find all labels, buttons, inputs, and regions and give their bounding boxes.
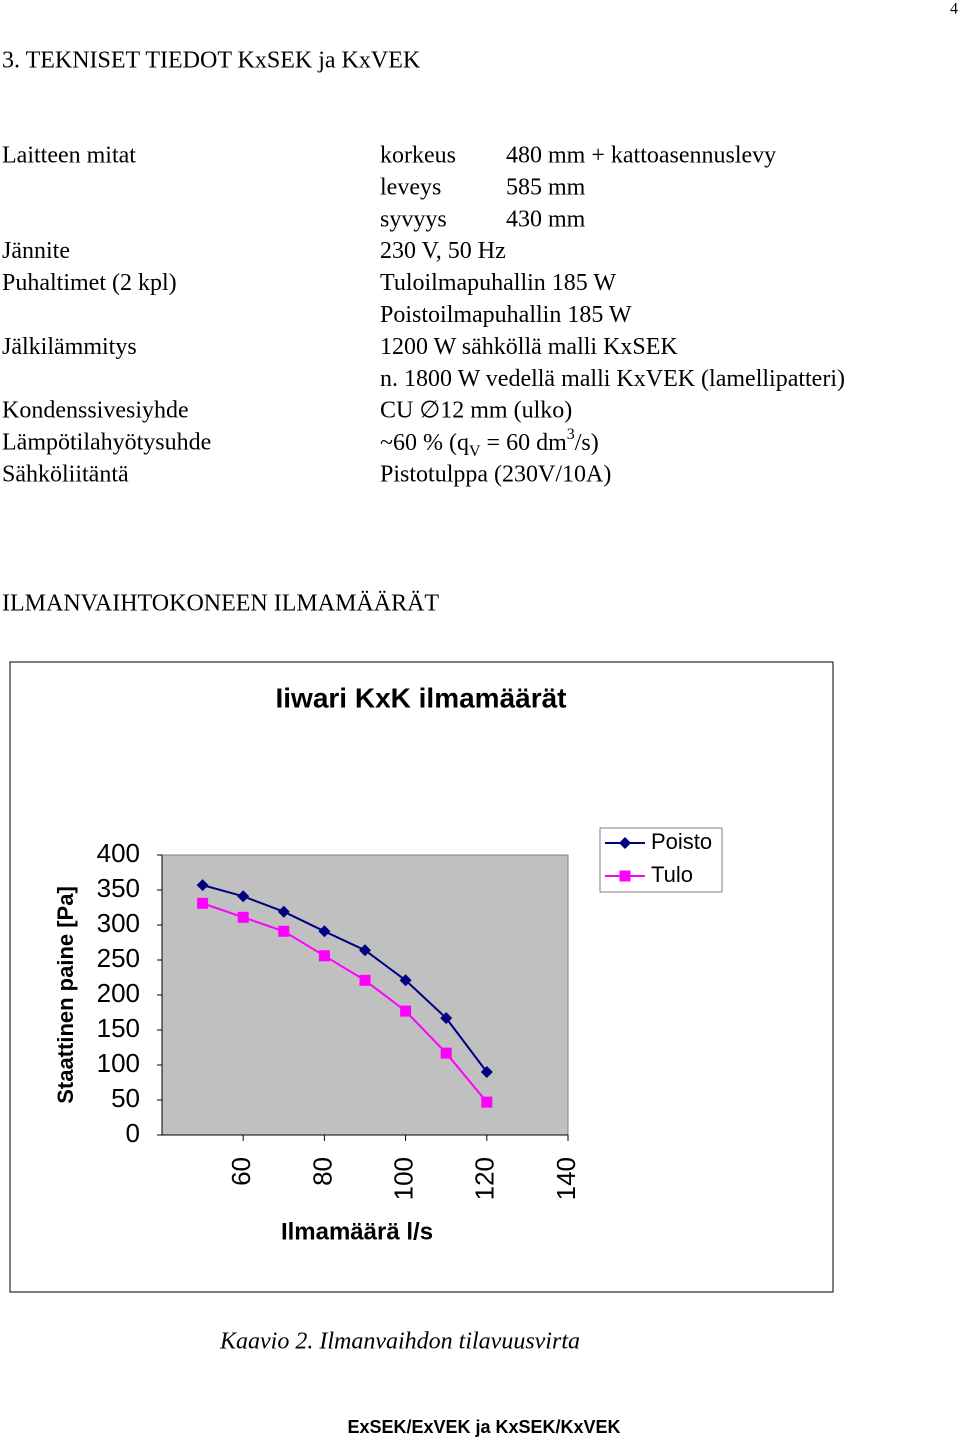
marker — [318, 950, 330, 962]
spec-value: n. 1800 W vedellä malli KxVEK (lamellipa… — [380, 366, 845, 392]
section-title: 3. TEKNISET TIEDOT KxSEK ja KxVEK — [2, 48, 421, 74]
spec-label: Sähköliitäntä — [2, 462, 129, 488]
plot-area — [161, 854, 569, 1136]
chart-heading: ILMANVAIHTOKONEEN ILMAMÄÄRÄT — [2, 591, 439, 617]
spec-value: CU ∅12 mm (ulko) — [380, 398, 572, 424]
spec-value: 480 mm + kattoasennuslevy — [506, 143, 776, 169]
y-tick-label: 350 — [97, 873, 140, 903]
page-number: 4 — [950, 1, 958, 18]
y-axis-label: Staattinen paine [Pa] — [53, 886, 78, 1104]
y-tick-label: 200 — [97, 978, 140, 1008]
value-part: /s) — [575, 430, 599, 456]
value-part: 3 — [567, 426, 575, 443]
marker — [196, 879, 209, 892]
x-tick-label: 140 — [551, 1157, 581, 1200]
spec-label: Jännite — [2, 238, 70, 264]
marker — [237, 911, 249, 923]
footer: ExSEK/ExVEK ja KxSEK/KxVEK — [347, 1417, 620, 1437]
value-part: V — [469, 443, 481, 460]
y-tick-label: 50 — [111, 1083, 140, 1113]
marker — [619, 870, 631, 882]
spec-label: Laitteen mitat — [2, 143, 136, 169]
spec-value: Poistoilmapuhallin 185 W — [380, 302, 632, 328]
spec-value: 585 mm — [506, 174, 586, 200]
x-tick-label: 80 — [307, 1157, 337, 1186]
y-tick-label: 250 — [97, 943, 140, 973]
spec-value: 230 V, 50 Hz — [380, 238, 506, 264]
marker — [440, 1047, 452, 1059]
spec-value: Tuloilmapuhallin 185 W — [380, 270, 616, 296]
spec-label: Puhaltimet (2 kpl) — [2, 270, 177, 296]
x-tick-label: 120 — [470, 1157, 500, 1200]
marker — [400, 1005, 412, 1017]
marker — [277, 905, 290, 918]
marker — [619, 837, 631, 849]
chart-title: Iiwari KxK ilmamäärät — [275, 682, 566, 713]
marker — [359, 974, 371, 986]
y-tick-label: 400 — [97, 838, 140, 868]
spec-value: 1200 W sähköllä malli KxSEK — [380, 334, 678, 360]
marker — [278, 925, 290, 937]
series-line — [202, 884, 488, 1073]
y-tick-label: 150 — [97, 1013, 140, 1043]
y-tick-label: 100 — [97, 1048, 140, 1078]
y-tick-label: 300 — [97, 908, 140, 938]
spec-value: Pistotulppa (230V/10A) — [380, 462, 611, 488]
x-tick-label: 100 — [388, 1157, 418, 1200]
value-part: ~60 % (q — [380, 430, 469, 456]
spec-label: Kondenssivesiyhde — [2, 398, 189, 424]
spec-value: 430 mm — [506, 206, 586, 232]
marker — [440, 1012, 453, 1025]
series-line — [202, 902, 488, 1103]
value-part: = 60 dm — [481, 430, 568, 456]
legend-label: Tulo — [651, 862, 693, 887]
spec-value: ~60 % (qV = 60 dm3/s) — [380, 426, 599, 460]
spec-key: leveys — [380, 174, 441, 200]
spec-label: Lämpötilahyötysuhde — [2, 430, 211, 456]
legend-label: Poisto — [651, 829, 712, 854]
spec-key: korkeus — [380, 143, 456, 169]
spec-key: syvyys — [380, 206, 447, 232]
marker — [481, 1096, 493, 1108]
marker — [359, 944, 371, 957]
marker — [318, 925, 331, 938]
spec-label: Jälkilämmitys — [2, 334, 137, 360]
marker — [237, 890, 250, 903]
y-tick-label: 0 — [126, 1118, 140, 1148]
marker — [480, 1066, 493, 1078]
x-tick-label: 60 — [226, 1157, 256, 1186]
caption: Kaavio 2. Ilmanvaihdon tilavuusvirta — [219, 1329, 580, 1355]
marker — [197, 897, 209, 909]
marker — [399, 974, 412, 987]
x-axis-label: Ilmamäärä l/s — [281, 1218, 433, 1245]
